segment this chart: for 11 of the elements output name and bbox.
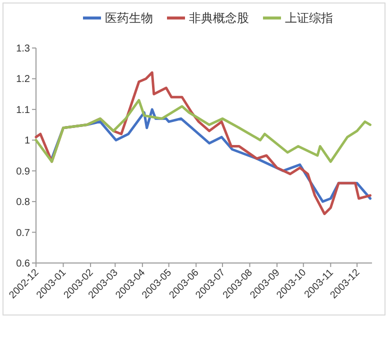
y-tick-label: 1	[24, 136, 30, 147]
legend-label: 非典概念股	[189, 11, 249, 25]
legend-label: 上证综指	[285, 11, 333, 25]
y-tick-label: 1.1	[16, 104, 30, 116]
y-tick-label: 1.2	[16, 74, 30, 86]
y-tick-label: 0.9	[16, 166, 30, 178]
legend-label: 医药生物	[105, 11, 153, 25]
y-tick-label: 0.7	[16, 228, 30, 239]
y-tick-label: 0.6	[16, 258, 30, 270]
y-tick-label: 1.3	[16, 44, 30, 54]
y-tick-label: 0.8	[16, 197, 30, 208]
